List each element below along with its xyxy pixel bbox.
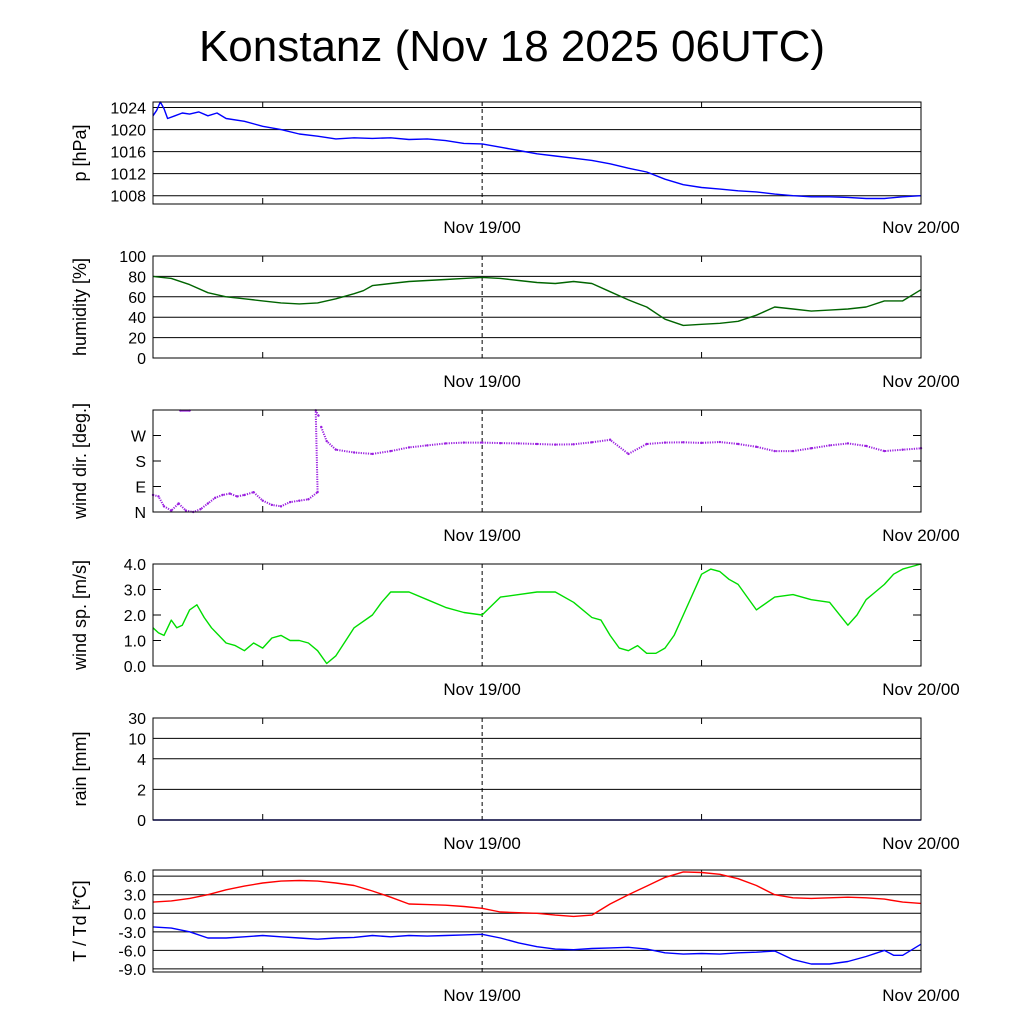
y-axis-label: rain [mm] (70, 731, 90, 806)
xtick-label: Nov 19/00 (443, 680, 521, 699)
ytick-label: 2 (137, 782, 146, 799)
ytick-label: N (134, 505, 146, 522)
ytick-label: 0 (137, 351, 146, 368)
panel-frame (152, 101, 922, 205)
wind-dir-trace (320, 426, 922, 456)
ytick-label: 10 (128, 731, 146, 748)
xtick-label: Nov 20/00 (882, 986, 960, 1005)
panel-frame (152, 563, 922, 667)
ytick-label: E (135, 480, 146, 497)
ytick-label: 3.0 (124, 888, 146, 905)
y-axis-label: T / Td [*C] (70, 880, 90, 961)
chart-title: Konstanz (Nov 18 2025 06UTC) (198, 22, 826, 71)
ytick-label: 30 (128, 711, 146, 728)
panel-frame (152, 869, 922, 973)
xtick-label: Nov 19/00 (443, 834, 521, 853)
panel-frame (152, 717, 922, 821)
ytick-label: 100 (119, 249, 146, 266)
ytick-label: 1012 (110, 167, 146, 184)
ytick-label: 0.0 (124, 659, 146, 676)
ytick-label: 60 (128, 290, 146, 307)
ytick-label: 1020 (110, 123, 146, 140)
ytick-label: 0 (137, 813, 146, 830)
xtick-label: Nov 20/00 (882, 680, 960, 699)
series-line (152, 926, 922, 965)
y-axis-label: wind dir. [deg.] (70, 403, 90, 520)
ytick-label: 40 (128, 310, 146, 327)
series-line (152, 275, 922, 327)
ytick-label: 4.0 (124, 557, 146, 574)
y-axis-label: humidity [%] (70, 258, 90, 356)
xtick-label: Nov 20/00 (882, 834, 960, 853)
ytick-label: -6.0 (118, 943, 146, 960)
panel-frame (152, 255, 922, 359)
ytick-label: 80 (128, 269, 146, 286)
ytick-label: 1024 (110, 101, 146, 118)
series-line (152, 101, 922, 200)
ytick-label: 1008 (110, 189, 146, 206)
series-line (152, 563, 922, 665)
ytick-label: 1016 (110, 145, 146, 162)
ytick-label: -3.0 (118, 925, 146, 942)
series-line (152, 871, 922, 918)
xtick-label: Nov 19/00 (443, 218, 521, 237)
y-axis-label: p [hPa] (70, 124, 90, 181)
panel-frame (152, 409, 922, 513)
xtick-label: Nov 20/00 (882, 218, 960, 237)
xtick-label: Nov 19/00 (443, 526, 521, 545)
xtick-label: Nov 19/00 (443, 986, 521, 1005)
xtick-label: Nov 19/00 (443, 372, 521, 391)
xtick-label: Nov 20/00 (882, 372, 960, 391)
ytick-label: 20 (128, 331, 146, 348)
ytick-label: 2.0 (124, 608, 146, 625)
y-axis-label: wind sp. [m/s] (70, 560, 90, 671)
wind-dir-trace (152, 409, 320, 514)
xtick-label: Nov 20/00 (882, 526, 960, 545)
ytick-label: 4 (137, 752, 146, 769)
ytick-label: S (135, 454, 146, 471)
ytick-label: 1.0 (124, 634, 146, 651)
ytick-label: 3.0 (124, 583, 146, 600)
ytick-label: -9.0 (118, 962, 146, 979)
ytick-label: 0.0 (124, 906, 146, 923)
ytick-label: 6.0 (124, 869, 146, 886)
ytick-label: W (131, 429, 147, 446)
